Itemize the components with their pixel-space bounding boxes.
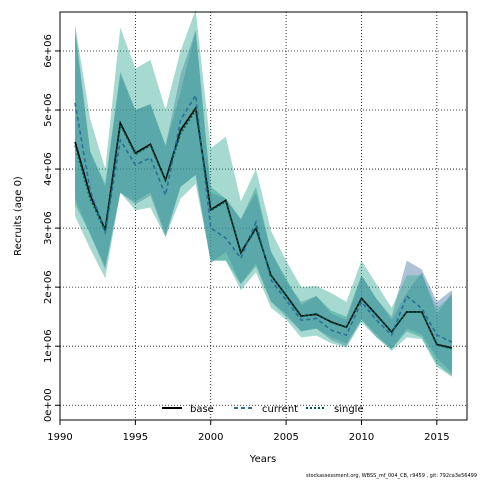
legend-label: current	[262, 404, 298, 415]
x-tick-label: 2015	[424, 432, 449, 443]
y-tick-label: 2e+06	[43, 270, 54, 304]
y-tick-label: 0e+00	[43, 388, 54, 422]
x-axis-label: Years	[249, 454, 276, 465]
y-tick-label: 4e+06	[43, 152, 54, 186]
y-tick-label: 5e+06	[43, 93, 54, 127]
legend-label: single	[334, 404, 364, 415]
x-tick-label: 1990	[47, 432, 72, 443]
footer: stockassessment.org, WBSS_mf_004_CB, r94…	[306, 473, 477, 479]
y-tick-label: 3e+06	[43, 211, 54, 245]
confidence-band	[75, 9, 452, 377]
legend-label: base	[190, 404, 214, 415]
x-tick-label: 2010	[349, 432, 374, 443]
confidence-band	[75, 30, 452, 376]
series-line	[74, 92, 453, 343]
x-tick-label: 2005	[273, 432, 298, 443]
y-tick-label: 6e+06	[43, 34, 54, 68]
series-line	[74, 107, 453, 350]
plot-frame	[59, 11, 468, 421]
x-tick-label: 1995	[123, 432, 148, 443]
x-tick-label: 2000	[198, 432, 223, 443]
y-axis-label: Recruits (age 0)	[13, 176, 24, 256]
y-tick-label: 1e+06	[43, 329, 54, 363]
confidence-band	[75, 27, 452, 373]
